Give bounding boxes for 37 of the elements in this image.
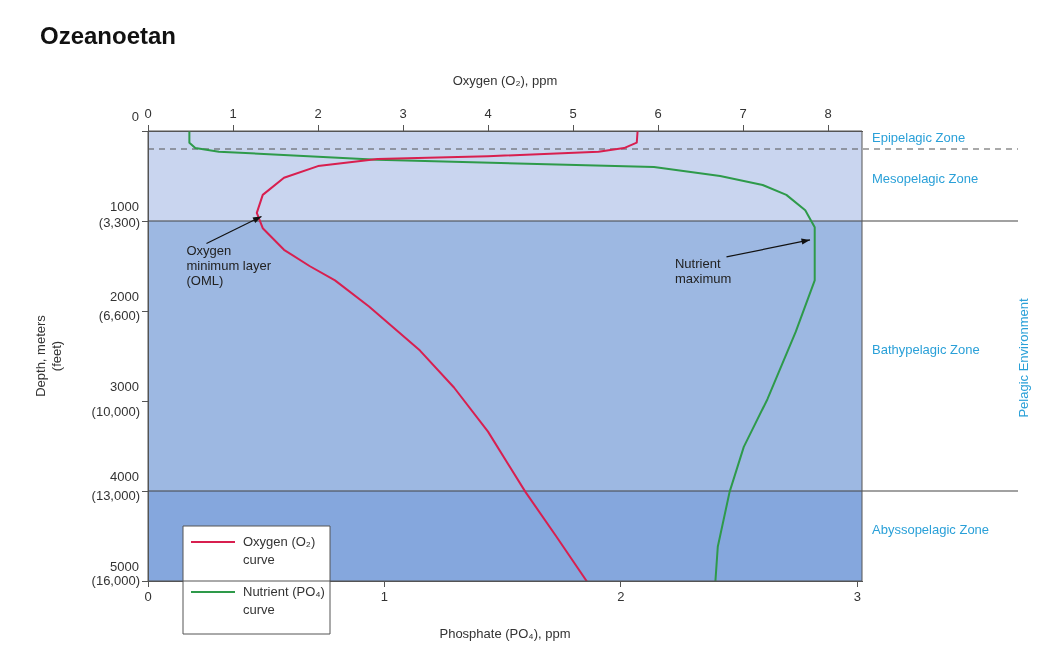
band-label: Epipelagic Zone bbox=[872, 129, 966, 145]
x2-tick-label: 3 bbox=[399, 105, 407, 121]
y-tick-label: 3000 bbox=[110, 378, 139, 394]
annotation: Nutrient maximum bbox=[674, 256, 732, 287]
y-tick-label: 0 bbox=[131, 108, 139, 124]
y-tick-label: 1000 bbox=[110, 198, 139, 214]
y2-tick-label: (16,000) bbox=[91, 572, 140, 588]
x-tick-label: 0 bbox=[144, 589, 152, 605]
x2-tick-label: 6 bbox=[654, 105, 662, 121]
x-tick-label: 3 bbox=[853, 589, 861, 605]
x2-tick-label: 1 bbox=[229, 105, 237, 121]
y-tick-label: 2000 bbox=[110, 288, 139, 304]
legend-label: Oxygen (O₂) curve bbox=[243, 533, 316, 567]
x2-tick-label: 5 bbox=[569, 105, 577, 121]
y2-tick-label: (13,000) bbox=[91, 488, 140, 504]
x-tick-label: 1 bbox=[380, 589, 389, 605]
x2-tick-label: 8 bbox=[824, 105, 832, 121]
x2-tick-label: 2 bbox=[314, 105, 322, 121]
band-label: Bathypelagic Zone bbox=[872, 341, 980, 357]
band-label: Abyssopelagic Zone bbox=[872, 521, 990, 537]
y2-axis-title: Depth, meters (feet) bbox=[33, 314, 64, 397]
chart-title: Ozeanoetan bbox=[40, 22, 177, 50]
y-tick-label: 4000 bbox=[110, 468, 139, 484]
x2-axis-title: Oxygen (O₂), ppm bbox=[452, 73, 558, 89]
x-tick-label: 2 bbox=[617, 589, 625, 605]
y2-tick-label: (10,000) bbox=[91, 403, 140, 419]
y-tick-label: 5000 bbox=[110, 558, 139, 574]
x2-tick-label: 7 bbox=[739, 105, 747, 121]
band-label: Mesopelagic Zone bbox=[872, 170, 979, 186]
y2-tick-label: (3,300) bbox=[98, 215, 140, 231]
x2-tick-label: 0 bbox=[144, 105, 152, 121]
x-axis-title: Phosphate (PO₄), ppm bbox=[439, 625, 571, 641]
annotation: Oxygen minimum layer (OML) bbox=[186, 243, 272, 289]
x2-tick-label: 4 bbox=[484, 105, 492, 121]
text: Pelagic Environment bbox=[1015, 298, 1031, 418]
legend-label: Nutrient (PO₄) curve bbox=[243, 583, 325, 617]
y2-tick-label: (6,600) bbox=[98, 308, 140, 324]
